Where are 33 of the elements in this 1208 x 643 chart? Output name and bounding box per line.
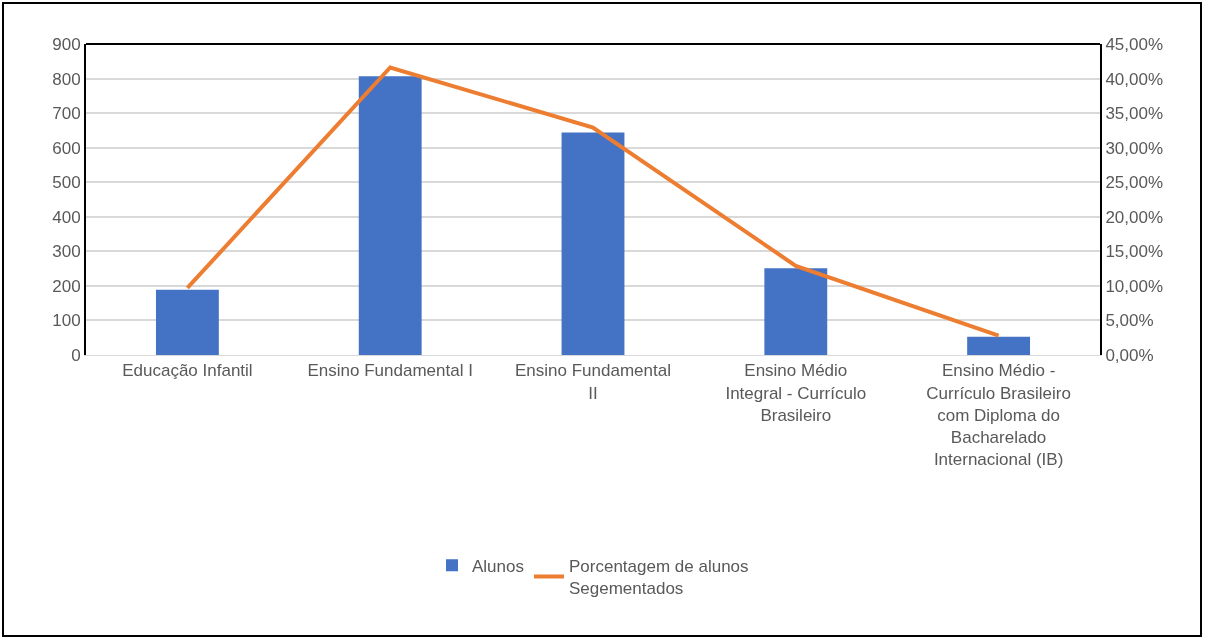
y-tick-label: 100 — [52, 311, 81, 331]
y2-tick-label: 30,00% — [1105, 138, 1164, 158]
x-tick-label: Educação Infantil — [122, 361, 253, 381]
y-tick-label: 700 — [52, 104, 81, 124]
y-tick-label: 400 — [52, 207, 81, 227]
y2-tick-label: 45,00% — [1105, 34, 1164, 54]
y2-tick-label: 40,00% — [1105, 69, 1164, 89]
y2-tick-label: 15,00% — [1105, 242, 1164, 262]
x-tick-label: Ensino Médio - Currículo Brasileiro com Diploma do Bacharelado Internacional (IB) — [926, 361, 1071, 469]
y2-tick-label: 35,00% — [1105, 104, 1164, 124]
y-tick-label: 600 — [52, 138, 81, 158]
y-tick-label: 500 — [52, 173, 81, 193]
y-tick-label: 300 — [52, 242, 81, 262]
bar — [764, 268, 828, 355]
x-tick-label: Ensino Médio Integral - Currículo Brasileiro — [725, 361, 867, 425]
line-series — [185, 65, 1001, 338]
legend-label: Porcentagem de alunos Segementados — [568, 557, 749, 599]
y2-tick-label: 25,00% — [1105, 173, 1164, 193]
bar — [561, 132, 625, 355]
y-tick-label: 900 — [52, 34, 81, 54]
y-tick-label: 800 — [52, 69, 81, 89]
bar — [155, 289, 219, 355]
x-tick-label: Ensino Fundamental II — [515, 361, 671, 403]
y2-tick-label: 10,00% — [1105, 276, 1164, 296]
y-tick-label: 0 — [71, 345, 81, 365]
y-tick-label: 200 — [52, 276, 81, 296]
y2-tick-label: 5,00% — [1105, 311, 1154, 331]
legend-label: Alunos — [472, 557, 524, 576]
y2-tick-label: 0,00% — [1105, 345, 1154, 365]
bar — [358, 76, 422, 355]
y2-tick-label: 20,00% — [1105, 207, 1164, 227]
x-tick-label: Ensino Fundamental I — [307, 361, 473, 381]
bar — [967, 336, 1031, 355]
